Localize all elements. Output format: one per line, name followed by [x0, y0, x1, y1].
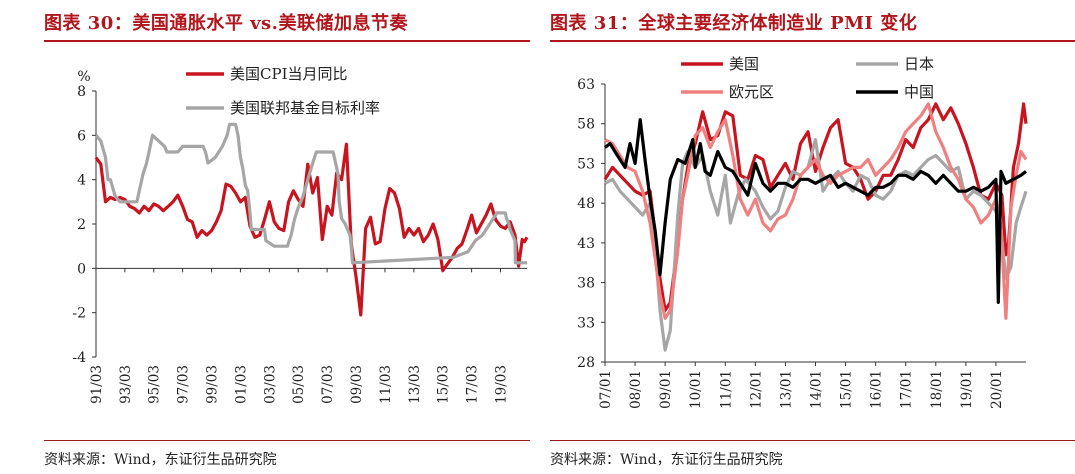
- y-tick-label: 28: [577, 355, 595, 371]
- y-tick-label: 8: [77, 84, 86, 100]
- source-note: 资料来源：Wind，东证衍生品研究院: [550, 452, 783, 468]
- x-tick-label: 05/03: [291, 365, 307, 404]
- y-tick-label: 58: [577, 117, 595, 133]
- y-tick-label: 43: [577, 236, 595, 252]
- x-tick-label: 93/03: [118, 365, 134, 404]
- x-tick-label: 91/03: [89, 365, 105, 404]
- x-tick-label: 95/03: [147, 365, 163, 404]
- y-tick-label: 6: [77, 128, 86, 144]
- x-tick-label: 16/01: [869, 370, 885, 409]
- x-tick-label: 11/01: [718, 370, 734, 409]
- legend-label: 中国: [904, 83, 934, 101]
- pmi-chart: 28 33 38 43 48 53 58 63 07/01 08/01 09/01 10/01 11/0…: [577, 55, 1028, 409]
- y-tick-label: -4: [72, 350, 86, 366]
- x-tick-label: 09/03: [349, 365, 365, 404]
- figure-title: 图表 30：美国通胀水平 vs.美联储加息节奏: [44, 13, 408, 34]
- y-tick-label: -2: [72, 306, 86, 322]
- chart-panel-cpi: 图表 30：美国通胀水平 vs.美联储加息节奏 -4 -2 0 2 4 6 8% 91/03 9…: [0, 0, 530, 474]
- source-rule: [44, 440, 530, 441]
- x-tick-label: 07/01: [598, 370, 614, 409]
- y-tick-label: 53: [577, 156, 595, 172]
- source-rule: [550, 440, 1075, 441]
- title-rule: [550, 40, 1075, 42]
- y-tick-label: 63: [577, 77, 595, 93]
- figure-title: 图表 31：全球主要经济体制造业 PMI 变化: [550, 13, 918, 34]
- chart-panel-pmi: 图表 31：全球主要经济体制造业 PMI 变化 28 33 38 43 48 53 58 63…: [548, 0, 1075, 474]
- y-tick-label: 0: [77, 261, 86, 277]
- x-tick-label: 14/01: [809, 370, 825, 409]
- cpi-fed-rate-chart: -4 -2 0 2 4 6 8% 91/03 93/03 95/03 97/03 99/03 01/03…: [72, 65, 529, 404]
- x-tick-label: 15/03: [436, 365, 452, 404]
- x-tick-label: 13/03: [407, 365, 423, 404]
- legend-label: 日本: [904, 55, 934, 73]
- legend-label: 美国CPI当月同比: [230, 65, 348, 83]
- x-tick-label: 10/01: [688, 370, 704, 409]
- x-tick-label: 19/01: [959, 370, 975, 409]
- x-tick-label: 01/03: [233, 365, 249, 404]
- source-note: 资料来源：Wind，东证衍生品研究院: [44, 452, 277, 468]
- x-tick-label: 20/01: [989, 370, 1005, 409]
- y-tick-label: 48: [577, 196, 595, 212]
- x-tick-label: 08/01: [628, 370, 644, 409]
- title-rule: [44, 40, 530, 42]
- legend-label: 欧元区: [729, 83, 774, 101]
- y-tick-label: 33: [577, 315, 595, 331]
- x-tick-label: 18/01: [929, 370, 945, 409]
- x-tick-label: 12/01: [748, 370, 764, 409]
- series-line-1: [94, 142, 529, 317]
- x-tick-label: 17/03: [465, 365, 481, 404]
- y-tick-label: 2: [77, 217, 86, 233]
- x-tick-label: 99/03: [205, 365, 221, 404]
- x-tick-label: 13/01: [778, 370, 794, 409]
- legend-label: 美国联邦基金目标利率: [230, 99, 380, 117]
- x-tick-label: 07/03: [320, 365, 336, 404]
- x-tick-label: 11/03: [378, 365, 394, 404]
- x-tick-label: 19/03: [494, 365, 510, 404]
- series-line-2: [94, 122, 527, 265]
- y-tick-label: 38: [577, 276, 595, 292]
- x-tick-label: 09/01: [658, 370, 674, 409]
- y-tick-label: 4: [77, 173, 86, 189]
- x-tick-label: 17/01: [899, 370, 915, 409]
- x-tick-label: 15/01: [839, 370, 855, 409]
- x-tick-label: 97/03: [176, 365, 192, 404]
- series-line-4: [604, 118, 1027, 304]
- legend-label: 美国: [729, 55, 759, 73]
- x-tick-label: 03/03: [262, 365, 278, 404]
- y-axis-label: %: [77, 69, 90, 85]
- series-line-3: [604, 102, 1028, 320]
